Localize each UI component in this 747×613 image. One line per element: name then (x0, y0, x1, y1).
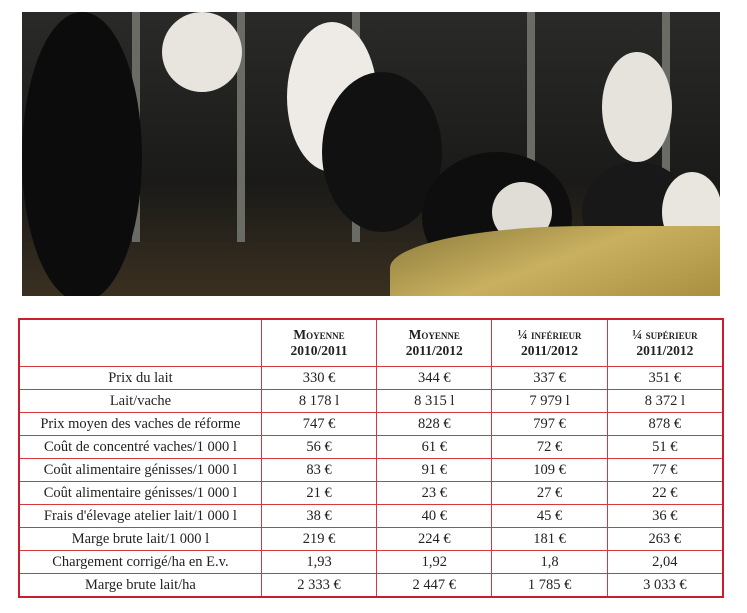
table-row: Coût alimentaire génisses/1 000 l 21 €23 … (18, 481, 724, 505)
header-col: Moyenne 2011/2012 (376, 318, 493, 367)
table-cell: 1,8 (491, 550, 608, 574)
table-row: Marge brute lait/ha 2 333 €2 447 €1 785 €… (18, 573, 724, 598)
table-cell: 23 € (376, 481, 493, 505)
table-cell: 38 € (260, 504, 378, 528)
table-cell: 224 € (376, 527, 493, 551)
row-label: Prix du lait (18, 366, 262, 390)
table-row: Coût de concentré vaches/1 000 l 56 €61 €… (18, 435, 724, 459)
table-cell: 109 € (491, 458, 608, 482)
header-col: ¼ inférieur 2011/2012 (491, 318, 608, 367)
table-cell: 83 € (260, 458, 378, 482)
table-row: Coût alimentaire génisses/1 000 l 83 €91 … (18, 458, 724, 482)
table-cell: 27 € (491, 481, 608, 505)
table-cell: 344 € (376, 366, 493, 390)
header-empty (18, 318, 262, 367)
table-cell: 91 € (376, 458, 493, 482)
table-cell: 330 € (260, 366, 378, 390)
table-cell: 219 € (260, 527, 378, 551)
table-cell: 61 € (376, 435, 493, 459)
table-cell: 21 € (260, 481, 378, 505)
table-cell: 797 € (491, 412, 608, 436)
table-cell: 22 € (606, 481, 724, 505)
row-label: Marge brute lait/1 000 l (18, 527, 262, 551)
table-cell: 45 € (491, 504, 608, 528)
table-cell: 77 € (606, 458, 724, 482)
row-label: Coût alimentaire génisses/1 000 l (18, 458, 262, 482)
table-row: Frais d'élevage atelier lait/1 000 l 38 €… (18, 504, 724, 528)
table-row: Prix moyen des vaches de réforme 747 €828… (18, 412, 724, 436)
table-cell: 3 033 € (606, 573, 724, 598)
table-header-row: Moyenne 2010/2011 Moyenne 2011/2012 ¼ infé… (18, 318, 724, 367)
table-cell: 8 372 l (606, 389, 724, 413)
table-cell: 7 979 l (491, 389, 608, 413)
table-cell: 337 € (491, 366, 608, 390)
row-label: Lait/vache (18, 389, 262, 413)
table-cell: 40 € (376, 504, 493, 528)
row-label: Coût alimentaire génisses/1 000 l (18, 481, 262, 505)
header-col: ¼ supérieur 2011/2012 (606, 318, 724, 367)
table-cell: 263 € (606, 527, 724, 551)
row-label: Frais d'élevage atelier lait/1 000 l (18, 504, 262, 528)
row-label: Marge brute lait/ha (18, 573, 262, 598)
dairy-results-table: Moyenne 2010/2011 Moyenne 2011/2012 ¼ infé… (18, 318, 724, 598)
table-cell: 2,04 (606, 550, 724, 574)
table-cell: 2 333 € (260, 573, 378, 598)
row-label: Chargement corrigé/ha en E.v. (18, 550, 262, 574)
row-label: Coût de concentré vaches/1 000 l (18, 435, 262, 459)
table-cell: 1 785 € (491, 573, 608, 598)
table-cell: 878 € (606, 412, 724, 436)
table-row: Prix du lait 330 €344 €337 €351 € (18, 366, 724, 390)
table-cell: 36 € (606, 504, 724, 528)
table-cell: 351 € (606, 366, 724, 390)
table-cell: 56 € (260, 435, 378, 459)
table-cell: 2 447 € (376, 573, 493, 598)
table-cell: 181 € (491, 527, 608, 551)
table-cell: 8 315 l (376, 389, 493, 413)
cows-photo (22, 12, 720, 296)
row-label: Prix moyen des vaches de réforme (18, 412, 262, 436)
table-cell: 828 € (376, 412, 493, 436)
table-cell: 8 178 l (260, 389, 378, 413)
table-cell: 72 € (491, 435, 608, 459)
table-cell: 1,93 (260, 550, 378, 574)
table-cell: 747 € (260, 412, 378, 436)
table-cell: 51 € (606, 435, 724, 459)
table-row: Marge brute lait/1 000 l 219 €224 €181 €2… (18, 527, 724, 551)
header-col: Moyenne 2010/2011 (260, 318, 378, 367)
table-cell: 1,92 (376, 550, 493, 574)
table-row: Chargement corrigé/ha en E.v. 1,93 1,92 1,8… (18, 550, 724, 574)
